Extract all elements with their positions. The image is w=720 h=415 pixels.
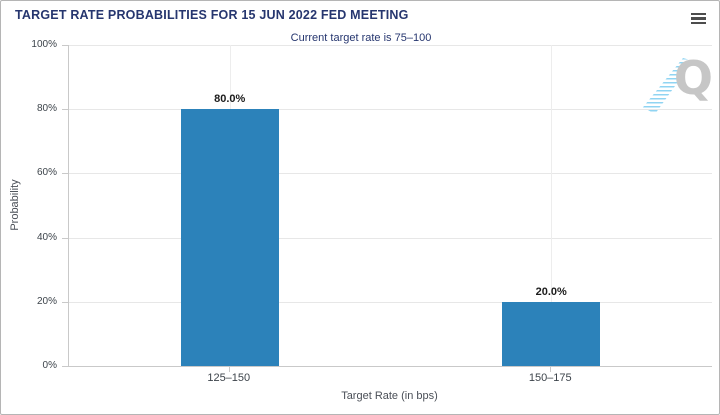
y-tick-label: 40% [1, 232, 57, 243]
y-tick-label: 60% [1, 167, 57, 178]
menu-bar [691, 22, 706, 25]
logo-q-letter: Q [674, 52, 713, 104]
y-tick-mark [62, 366, 68, 367]
y-tick-label: 20% [1, 296, 57, 307]
x-tick-label: 125–150 [169, 372, 289, 384]
y-gridline [69, 173, 712, 174]
chart-subtitle: Current target rate is 75–100 [1, 32, 720, 44]
y-tick-mark [62, 173, 68, 174]
x-axis-title: Target Rate (in bps) [68, 390, 711, 402]
y-axis-title: Probability [9, 179, 21, 230]
x-tick-label: 150–175 [490, 372, 610, 384]
y-gridline [69, 109, 712, 110]
bar-data-label: 80.0% [181, 93, 279, 105]
menu-bar [691, 17, 706, 20]
plot-area: Q 80.0% 20.0% [68, 45, 712, 367]
logo-stripes-decoration [643, 58, 693, 114]
y-tick-label: 100% [1, 39, 57, 50]
y-gridline [69, 302, 712, 303]
y-tick-mark [62, 109, 68, 110]
fed-target-rate-probability-chart: TARGET RATE PROBABILITIES FOR 15 JUN 202… [0, 0, 720, 415]
y-tick-label: 80% [1, 103, 57, 114]
probability-bar[interactable] [181, 109, 279, 366]
quikstrike-logo-watermark: Q [641, 50, 717, 112]
hamburger-menu-icon[interactable] [690, 12, 707, 27]
y-gridline [69, 45, 712, 46]
y-tick-mark [62, 302, 68, 303]
probability-bar[interactable] [502, 302, 600, 366]
y-gridline [69, 238, 712, 239]
menu-bar [691, 13, 706, 16]
y-tick-mark [62, 45, 68, 46]
bar-data-label: 20.0% [502, 286, 600, 298]
y-tick-mark [62, 238, 68, 239]
y-tick-label: 0% [1, 360, 57, 371]
chart-title: TARGET RATE PROBABILITIES FOR 15 JUN 202… [15, 8, 409, 22]
